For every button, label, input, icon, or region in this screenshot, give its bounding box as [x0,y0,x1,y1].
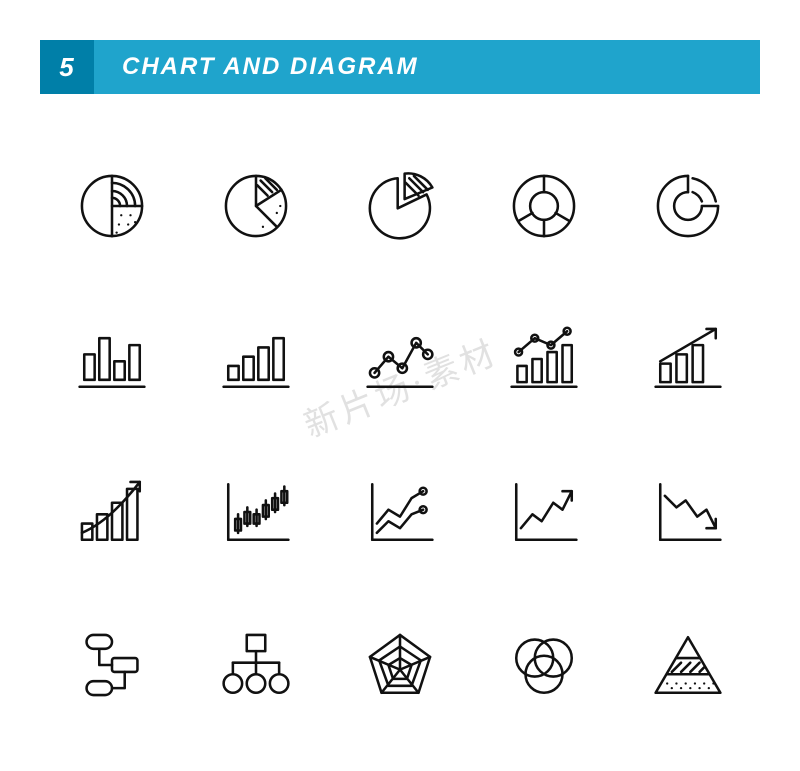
pie-quarter-patterns-icon [67,161,157,251]
bar-arrow-up-icon [643,314,733,404]
icon-grid [60,150,740,721]
line-dots-icon [355,314,445,404]
trend-down-axes-icon [643,467,733,557]
donut-segments-icon [499,161,589,251]
combo-bar-line-icon [499,314,589,404]
header-bar: 5 CHART AND DIAGRAM [40,40,760,94]
donut-gap-icon [643,161,733,251]
venn-diagram-icon [499,620,589,710]
org-chart-icon [211,620,301,710]
pie-three-slice-icon [211,161,301,251]
bar-chart-ascending-icon [211,314,301,404]
radar-pentagon-icon [355,620,445,710]
bar-chart-varied-icon [67,314,157,404]
page-title: CHART AND DIAGRAM [94,40,760,94]
pie-exploded-slice-icon [355,161,445,251]
flowchart-icon [67,620,157,710]
pyramid-layers-icon [643,620,733,710]
growth-curve-bars-icon [67,467,157,557]
trend-up-axes-icon [499,467,589,557]
page-number-badge: 5 [40,40,94,94]
dual-line-dots-icon [355,467,445,557]
candlestick-icon [211,467,301,557]
